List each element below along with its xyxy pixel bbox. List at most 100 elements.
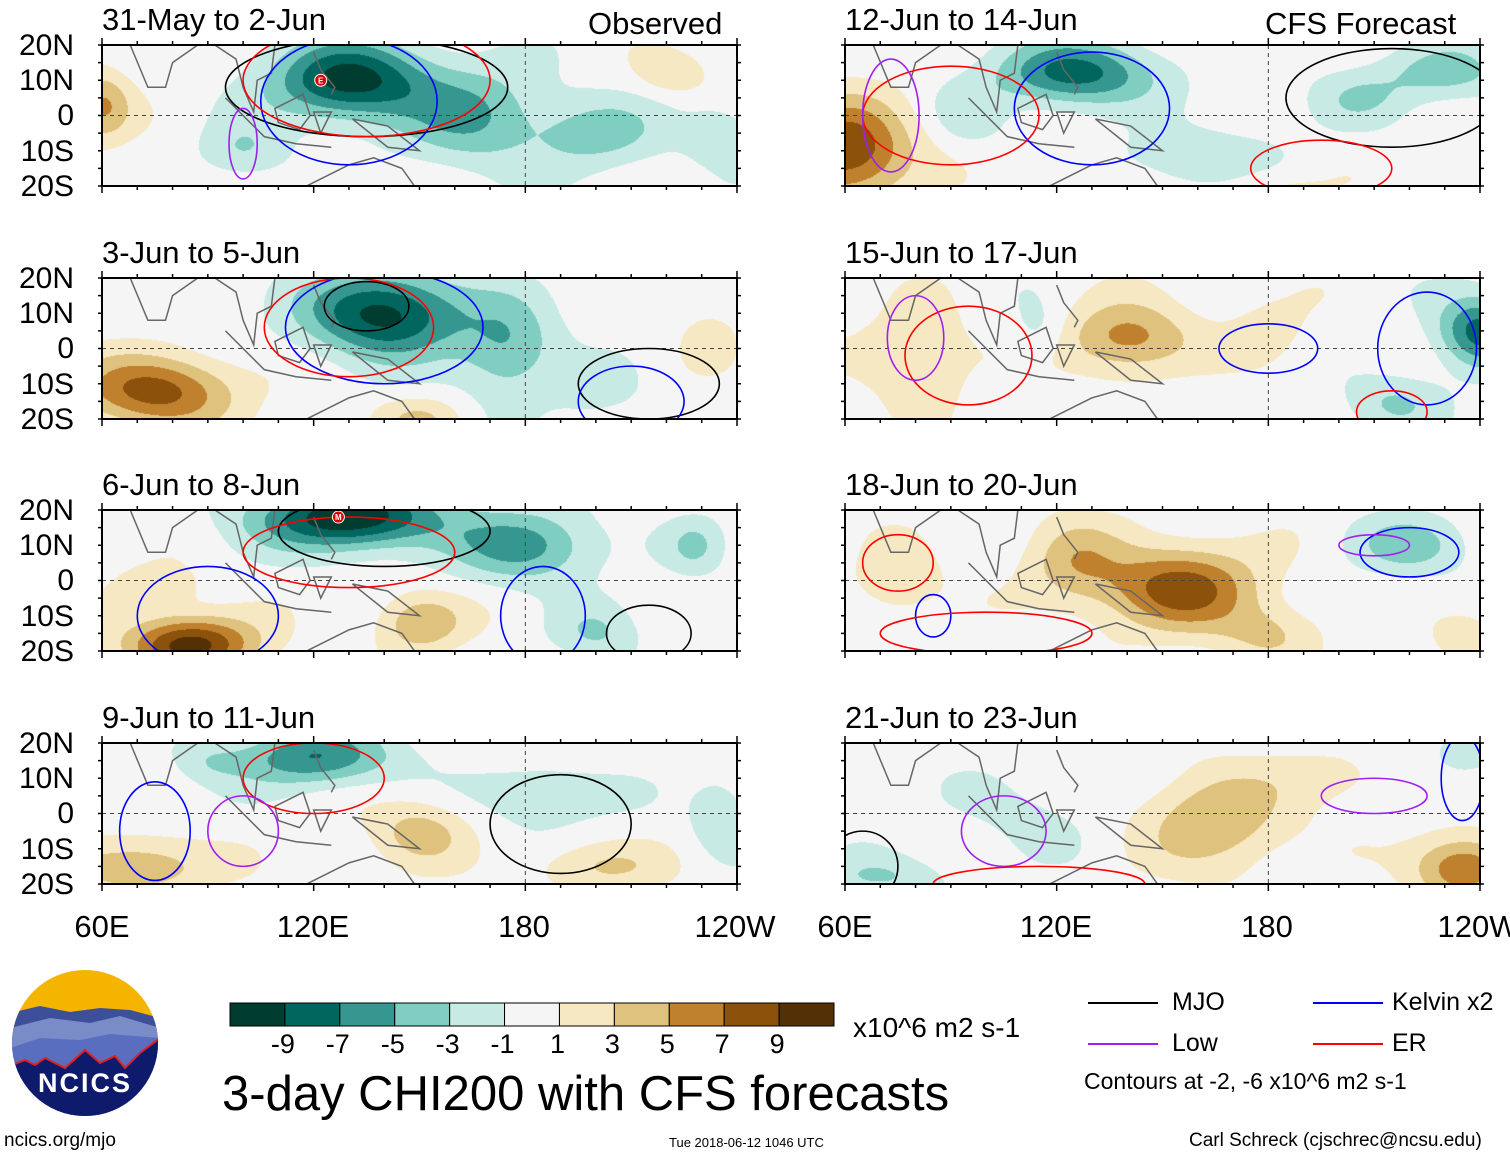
contour-kelvin <box>1376 291 1478 406</box>
colorbar-tick-label: 5 <box>659 1029 675 1059</box>
lon-label-120e-left: 120E <box>276 909 350 944</box>
legend-label-kelvin: Kelvin x2 <box>1392 988 1494 1016</box>
colorbar-tick-label: 7 <box>714 1029 730 1059</box>
coastline <box>872 278 1166 419</box>
panel-overlay <box>841 503 1484 658</box>
contour-kelvin <box>577 365 685 419</box>
panel-overlay <box>841 736 1484 891</box>
contour-low <box>228 107 259 180</box>
legend-line-kelvin <box>1313 1002 1383 1004</box>
lon-label-120w-right: 120W <box>1437 909 1510 944</box>
lon-label-120e-right: 120E <box>1019 909 1093 944</box>
panel-title: 12-Jun to 14-Jun <box>845 2 1078 37</box>
lat-label: 10S <box>20 134 74 168</box>
url-text: ncics.org/mjo <box>4 1130 116 1151</box>
colorbar <box>229 1002 835 1027</box>
lat-label: 20N <box>18 494 74 527</box>
map-panel: M <box>98 503 741 658</box>
map-panel <box>841 503 1484 658</box>
colorbar-tick-label: -7 <box>325 1029 350 1059</box>
contour-low <box>861 58 920 173</box>
contour-er <box>1249 139 1393 186</box>
contour-er <box>932 865 1146 884</box>
ncics-logo: NCICS <box>12 970 158 1116</box>
coastline <box>872 45 1166 186</box>
colorbar-tick-label: -5 <box>380 1029 405 1059</box>
contour-mjo <box>605 604 692 651</box>
panel-overlay: E <box>98 38 741 193</box>
colorbar-tick-label: -1 <box>490 1029 515 1059</box>
panel-title: 18-Jun to 20-Jun <box>845 467 1078 502</box>
contour-kelvin <box>259 45 438 166</box>
contour-mjo <box>845 830 899 884</box>
contour-mjo <box>323 280 410 332</box>
contour-kelvin <box>1013 51 1171 166</box>
contour-kelvin <box>1440 743 1480 822</box>
colorbar-swatch <box>394 1002 451 1027</box>
cfs-forecast-label: CFS Forecast <box>1265 6 1457 41</box>
lat-label: 20S <box>20 867 74 901</box>
lat-label: 20N <box>18 29 74 62</box>
lat-label: 10S <box>20 599 74 633</box>
lon-label-60e-left: 60E <box>74 909 130 944</box>
legend-label-er: ER <box>1392 1029 1427 1057</box>
coastline <box>872 743 1166 884</box>
lat-label: 10N <box>18 762 74 796</box>
colorbar-swatch <box>284 1002 341 1027</box>
coastline <box>129 278 423 419</box>
contour-er <box>263 278 435 378</box>
contour-low <box>960 795 1047 868</box>
figure-title: 3-day CHI200 with CFS forecasts <box>222 1067 950 1121</box>
colorbar-swatch <box>558 1002 615 1027</box>
colorbar-tick-label: -9 <box>270 1029 295 1059</box>
map-panel <box>98 271 741 426</box>
contour-er <box>879 611 1093 651</box>
storm-label: E <box>318 76 324 85</box>
coastline <box>872 510 1166 651</box>
colorbar-swatch <box>668 1002 725 1027</box>
contour-mjo <box>489 773 632 875</box>
lat-label: 0 <box>57 564 74 598</box>
panel-title: 3-Jun to 5-Jun <box>102 235 301 270</box>
contour-kelvin <box>1218 323 1319 374</box>
lat-label: 20N <box>18 727 74 760</box>
lat-label: 10S <box>20 832 74 866</box>
contour-low <box>886 294 945 382</box>
map-panel <box>98 736 741 891</box>
lat-label: 10N <box>18 64 74 98</box>
panel-overlay <box>98 736 741 891</box>
legend-label-mjo: MJO <box>1172 988 1225 1016</box>
contour-low <box>1320 777 1428 815</box>
contour-kelvin <box>136 565 280 651</box>
contour-low <box>1338 533 1411 557</box>
contour-kelvin <box>284 278 484 385</box>
timestamp: Tue 2018-06-12 1046 UTC <box>669 1135 824 1150</box>
panel-overlay <box>841 271 1484 426</box>
credit: Carl Schreck (cjschrec@ncsu.edu) <box>1189 1130 1482 1151</box>
contour-er <box>861 533 934 592</box>
colorbar-swatch <box>613 1002 670 1027</box>
lat-label: 20S <box>20 402 74 436</box>
panel-title: 31-May to 2-Jun <box>102 2 326 37</box>
lat-label: 10N <box>18 297 74 331</box>
contour-mjo <box>1285 47 1480 149</box>
storm-label: M <box>335 513 342 522</box>
lon-label-180-left: 180 <box>498 909 550 944</box>
legend-line-low <box>1088 1043 1158 1045</box>
colorbar-swatch <box>449 1002 506 1027</box>
colorbar-tick-label: 1 <box>549 1029 565 1059</box>
contour-mjo <box>277 510 491 568</box>
lon-label-180-right: 180 <box>1241 909 1293 944</box>
panel-overlay: M <box>98 503 741 658</box>
lat-label: 0 <box>57 332 74 366</box>
contour-note: Contours at -2, -6 x10^6 m2 s-1 <box>1084 1068 1407 1094</box>
map-panel <box>841 271 1484 426</box>
lat-label: 0 <box>57 99 74 133</box>
lat-label: 10S <box>20 367 74 401</box>
colorbar-units: x10^6 m2 s-1 <box>853 1012 1021 1043</box>
colorbar-tick-label: -3 <box>435 1029 460 1059</box>
colorbar-swatch <box>504 1002 560 1027</box>
panel-title: 9-Jun to 11-Jun <box>102 700 316 735</box>
contour-er <box>904 305 1033 406</box>
legend-line-er <box>1313 1043 1383 1045</box>
